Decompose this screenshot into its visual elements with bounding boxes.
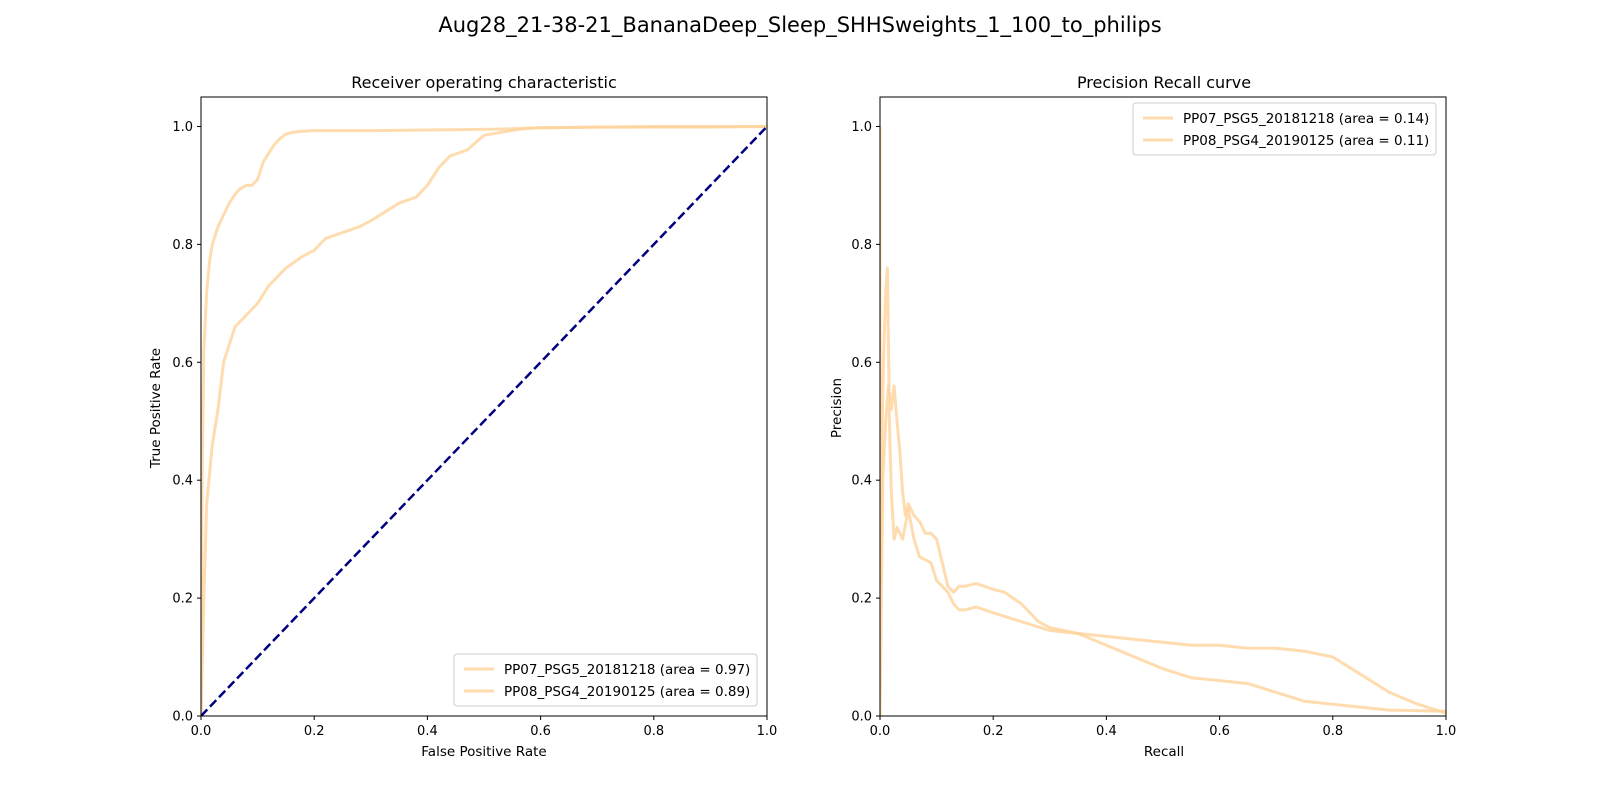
roc-x-tick-label: 0.2 [304,724,325,739]
roc-x-axis-label: False Positive Rate [421,744,546,760]
pr-x-tick-label: 0.6 [1209,724,1230,739]
roc-series-line-1 [201,125,767,716]
roc-x-tick-label: 0.6 [530,724,551,739]
pr-y-tick-label: 0.6 [851,356,872,371]
roc-axes: Receiver operating characteristic False … [148,73,777,760]
roc-title: Receiver operating characteristic [351,73,617,92]
roc-y-tick-label: 0.8 [172,238,193,253]
roc-x-tick-label: 0.4 [417,724,438,739]
pr-axes-frame [879,96,1447,717]
pr-y-tick-label: 0.0 [851,710,872,725]
roc-legend-label: PP07_PSG5_20181218 (area = 0.97) [504,662,750,678]
roc-y-tick-label: 0.2 [172,592,193,607]
roc-y-axis-label: True Positive Rate [148,348,164,469]
pr-series-line-1 [880,126,1446,715]
pr-x-tick-label: 1.0 [1436,724,1457,739]
roc-axes-frame [200,96,768,717]
roc-x-tick-label: 0.0 [191,724,212,739]
roc-legend: PP07_PSG5_20181218 (area = 0.97) PP08_PSG… [453,653,758,707]
roc-legend-label: PP08_PSG4_20190125 (area = 0.89) [504,684,750,700]
roc-series-line-2 [201,125,767,716]
roc-chance-diagonal [201,125,767,716]
pr-x-axis-label: Recall [1144,744,1184,760]
pr-y-axis-label: Precision [829,378,845,438]
pr-y-tick-label: 0.4 [851,474,872,489]
figure-title: Aug28_21-38-21_BananaDeep_Sleep_SHHSweig… [438,13,1161,38]
pr-legend-label: PP07_PSG5_20181218 (area = 0.14) [1183,111,1429,127]
pr-title: Precision Recall curve [1077,73,1251,92]
roc-x-tick-label: 1.0 [757,724,778,739]
pr-x-tick-label: 0.4 [1096,724,1117,739]
roc-y-tick-label: 1.0 [172,120,193,135]
roc-y-tick-label: 0.4 [172,474,193,489]
roc-y-tick-label: 0.0 [172,710,193,725]
pr-series-line-2 [880,384,1446,716]
pr-y-tick-label: 1.0 [851,120,872,135]
pr-x-tick-label: 0.8 [1322,724,1343,739]
pr-x-tick-label: 0.2 [983,724,1004,739]
pr-y-tick-label: 0.2 [851,592,872,607]
roc-x-tick-label: 0.8 [643,724,664,739]
pr-legend: PP07_PSG5_20181218 (area = 0.14) PP08_PSG… [1132,102,1437,156]
pr-legend-label: PP08_PSG4_20190125 (area = 0.11) [1183,133,1429,149]
precision-recall-axes: Precision Recall curve Recall Precision … [829,73,1456,760]
pr-x-tick-label: 0.0 [870,724,891,739]
roc-y-tick-label: 0.6 [172,356,193,371]
pr-y-tick-label: 0.8 [851,238,872,253]
